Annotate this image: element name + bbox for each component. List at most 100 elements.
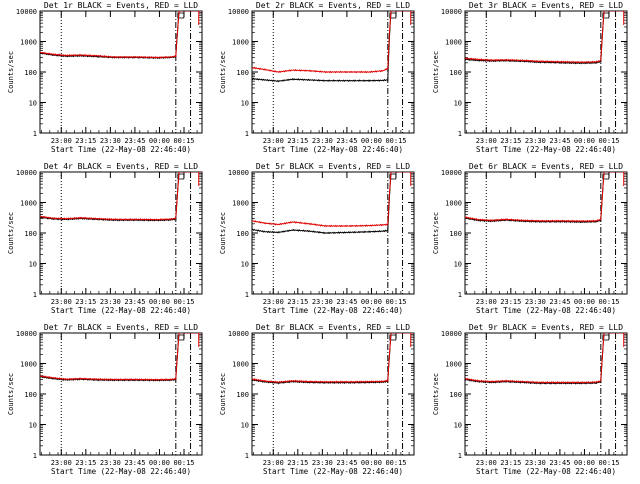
y-tick-label: 100 [236,69,249,77]
x-tick-label: 00:00 [361,298,382,306]
y-tick-label: 100 [24,69,37,77]
x-tick-label: 23:15 [287,298,308,306]
y-tick-label: 10000 [441,169,462,177]
x-tick-label: 00:00 [149,137,170,145]
x-tick-label: 00:00 [149,459,170,467]
x-tick-label: 00:15 [173,298,194,306]
panel-title-det: Det 3r [469,1,498,10]
panel-title: Det 9r BLACK = Events, RED = LLD [469,323,623,332]
y-tick-label: 1 [33,130,37,138]
panel-title-det: Det 5r [256,162,285,171]
y-tick-label: 10000 [16,8,37,16]
x-axis-label: Start Time (22-May-08 22:46:40) [263,306,403,315]
x-tick-label: 23:45 [336,459,357,467]
y-axis-label: Counts/sec [219,373,227,415]
x-tick-label: 00:15 [385,137,406,145]
x-tick-label: 00:00 [149,298,170,306]
y-tick-label: 1000 [20,39,37,47]
panel-title-det: Det 9r [469,323,498,332]
saa-marker [177,12,185,19]
x-tick-label: 23:30 [312,459,333,467]
x-tick-label: 23:00 [51,459,72,467]
y-axis-label: Counts/sec [219,212,227,254]
y-tick-label: 10 [241,261,249,269]
y-tick-label: 100 [449,69,462,77]
x-tick-label: 23:00 [263,298,284,306]
y-tick-label: 10 [29,261,37,269]
panel-title-legend: BLACK = Events, RED = LLD [503,162,624,171]
y-tick-label: 10 [454,261,462,269]
saa-marker [177,334,185,341]
x-tick-label: 23:45 [549,459,570,467]
x-tick-label: 00:00 [574,459,595,467]
panel-title: Det 6r BLACK = Events, RED = LLD [469,162,623,171]
y-tick-label: 1000 [20,200,37,208]
x-tick-label: 23:45 [336,298,357,306]
saa-marker [389,334,397,341]
x-tick-label: 23:15 [75,298,96,306]
saa-marker [602,334,610,341]
x-tick-label: 23:15 [500,459,521,467]
panel-title: Det 3r BLACK = Events, RED = LLD [469,1,623,10]
lld-series-line [40,333,202,382]
x-tick-label: 23:15 [75,137,96,145]
saa-marker [389,12,397,19]
x-tick-label: 00:00 [361,137,382,145]
lld-series-line [465,172,627,223]
panel-det-1r: Det 1r BLACK = Events, RED = LLD 1 10 100 10… [7,1,203,154]
x-tick-label: 23:45 [124,298,145,306]
x-tick-label: 23:00 [263,137,284,145]
y-tick-label: 1 [458,452,462,460]
y-tick-label: 10000 [228,169,249,177]
y-tick-label: 100 [24,230,37,238]
panel-det-9r: Det 9r BLACK = Events, RED = LLD 1 10 100 10… [432,323,628,476]
panel-title-legend: BLACK = Events, RED = LLD [78,323,199,332]
x-tick-label: 00:15 [598,298,619,306]
x-tick-label: 00:00 [574,137,595,145]
y-tick-label: 1000 [232,361,249,369]
x-tick-label: 23:30 [100,298,121,306]
saa-marker [602,173,610,180]
y-tick-label: 100 [236,230,249,238]
lld-series-line [252,11,414,74]
y-tick-label: 1 [245,130,249,138]
panel-title: Det 8r BLACK = Events, RED = LLD [256,323,410,332]
y-tick-label: 1000 [445,39,462,47]
y-tick-label: 1 [33,291,37,299]
x-tick-label: 23:45 [549,298,570,306]
y-axis-label: Counts/sec [432,212,440,254]
saa-marker [177,173,185,180]
y-tick-label: 1 [33,452,37,460]
panel-title-det: Det 4r [44,162,73,171]
y-axis-label: Counts/sec [432,51,440,93]
x-tick-label: 23:30 [312,298,333,306]
panel-title-legend: BLACK = Events, RED = LLD [78,1,199,10]
x-tick-label: 23:45 [336,137,357,145]
events-series-line [252,11,414,83]
y-tick-label: 1 [245,291,249,299]
y-tick-label: 10 [29,100,37,108]
x-axis-label: Start Time (22-May-08 22:46:40) [263,145,403,154]
x-tick-label: 00:00 [574,298,595,306]
lld-series-line [252,172,414,228]
x-tick-label: 23:45 [549,137,570,145]
panel-title-legend: BLACK = Events, RED = LLD [503,323,624,332]
y-axis-label: Counts/sec [7,373,15,415]
lld-series-line [465,11,627,64]
x-tick-label: 00:15 [598,137,619,145]
panel-det-7r: Det 7r BLACK = Events, RED = LLD 1 10 100 10… [7,323,203,476]
y-tick-label: 10 [241,100,249,108]
x-tick-label: 23:45 [124,137,145,145]
x-axis-label: Start Time (22-May-08 22:46:40) [476,306,616,315]
panel-det-4r: Det 4r BLACK = Events, RED = LLD 1 10 100 10… [7,162,203,315]
x-tick-label: 00:15 [173,459,194,467]
panel-title-legend: BLACK = Events, RED = LLD [78,162,199,171]
x-axis-label: Start Time (22-May-08 22:46:40) [51,467,191,476]
panel-title: Det 2r BLACK = Events, RED = LLD [256,1,410,10]
y-tick-label: 100 [236,391,249,399]
x-tick-label: 23:15 [75,459,96,467]
x-tick-label: 23:00 [51,137,72,145]
y-tick-label: 10000 [16,330,37,338]
